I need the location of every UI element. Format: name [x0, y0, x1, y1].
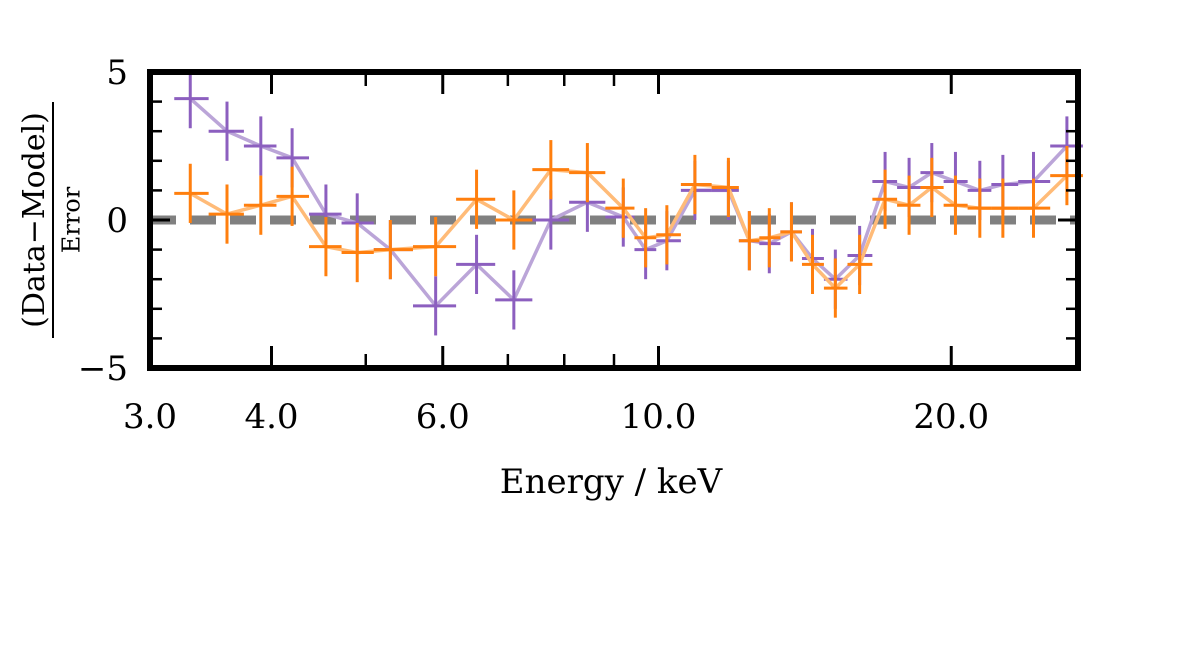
data-point-orange: [847, 234, 873, 294]
plot-frame: [147, 69, 1081, 371]
y-tick-labels: 5 0 −5: [78, 53, 128, 389]
data-point-purple: [495, 270, 533, 330]
series-line-purple: [189, 97, 1069, 308]
data-point-orange: [872, 169, 898, 229]
data-point-purple: [711, 160, 739, 220]
data-point-orange: [341, 222, 374, 283]
series-orange: [174, 140, 1083, 318]
data-point-orange: [243, 175, 277, 235]
data-point-orange: [738, 211, 760, 271]
data-point-orange: [680, 154, 712, 215]
data-point-orange: [276, 166, 310, 226]
data-point-purple: [991, 154, 1019, 215]
data-point-purple: [532, 190, 570, 250]
data-point-orange: [920, 157, 944, 218]
data-point-orange: [373, 220, 414, 280]
series-purple: [174, 69, 1083, 336]
x-tick-label: 20.0: [913, 397, 989, 437]
x-axis-label: Energy / keV: [500, 462, 724, 502]
y-axis-label: (Data−Model) Error: [17, 102, 86, 338]
data-point-orange: [634, 208, 657, 268]
x-tick-label: 6.0: [416, 397, 470, 437]
data-point-orange: [759, 208, 781, 268]
data-point-orange: [174, 163, 209, 223]
data-point-orange: [1018, 178, 1051, 238]
data-point-orange: [656, 205, 681, 265]
data-point-orange: [413, 217, 457, 277]
data-point-orange: [569, 143, 606, 203]
data-point-orange: [309, 217, 342, 277]
x-tick-label: 4.0: [244, 397, 298, 437]
data-point-purple: [208, 101, 244, 161]
data-point-orange: [456, 169, 496, 229]
y-tick-label: 5: [106, 53, 128, 93]
data-point-orange: [495, 190, 533, 250]
y-tick-label: −5: [78, 349, 128, 389]
y-axis-label-denominator: Error: [58, 186, 86, 253]
data-point-orange: [532, 140, 570, 200]
x-tick-label: 3.0: [123, 397, 177, 437]
y-tick-label: 0: [106, 201, 128, 241]
x-tick-labels: 3.0 4.0 6.0 10.0 20.0: [123, 397, 989, 437]
y-axis-label-numerator: (Data−Model): [17, 112, 52, 328]
data-point-orange: [943, 175, 968, 235]
series-layer: [174, 69, 1083, 336]
data-point-orange: [208, 184, 244, 244]
data-point-orange: [711, 157, 739, 218]
data-point-orange: [967, 178, 992, 238]
data-point-orange: [801, 234, 824, 294]
data-point-orange: [780, 202, 802, 262]
data-point-orange: [605, 178, 635, 238]
data-point-purple: [243, 116, 277, 176]
x-tick-label: 10.0: [621, 397, 697, 437]
data-point-orange: [823, 258, 848, 318]
data-point-orange: [897, 175, 921, 235]
data-point-purple: [174, 69, 209, 129]
data-point-orange: [991, 178, 1019, 238]
data-point-purple: [456, 234, 496, 294]
data-point-purple: [413, 276, 457, 336]
